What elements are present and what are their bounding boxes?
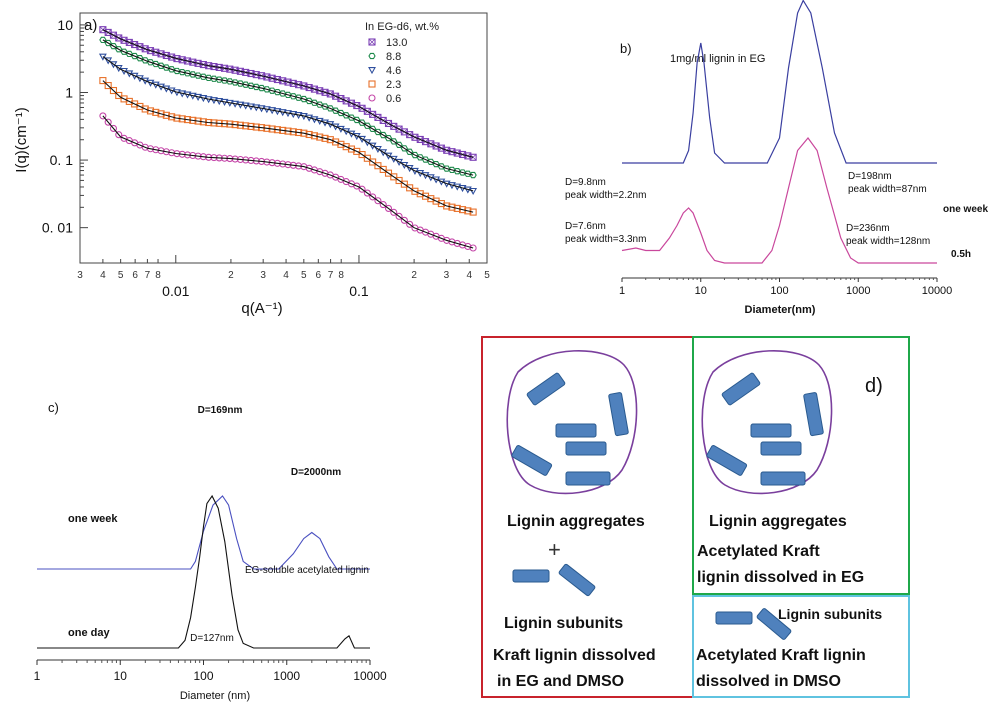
panel-b-xlabel: Diameter(nm) <box>745 304 816 316</box>
panel-a-xlabel: q(A⁻¹) <box>241 300 282 317</box>
panel-d-label: d) <box>865 375 883 397</box>
annotation-b-4a: D=236nm <box>846 223 890 234</box>
x-tick-label: 10000 <box>922 285 953 297</box>
legend-marker <box>369 68 375 73</box>
legend-title: In EG-d6, wt.% <box>365 21 439 33</box>
series-line-one-week <box>622 1 937 164</box>
x-minor-tick-label: 3 <box>260 270 266 281</box>
legend-marker <box>369 39 375 45</box>
legend-label: 0.6 <box>386 93 401 105</box>
data-point <box>470 188 476 193</box>
legend-marker <box>369 81 375 87</box>
series-label-c-one-day: one day <box>68 627 110 639</box>
x-minor-tick-label: 5 <box>301 270 307 281</box>
annotation-b-3a: D=7.6nm <box>565 221 606 232</box>
series-label-b-one-week: one week <box>943 204 988 215</box>
panel-c-xlabel: Diameter (nm) <box>180 690 250 702</box>
y-tick-label: 0. 1 <box>50 152 74 168</box>
legend-marker <box>369 95 375 101</box>
series-label-b-0-5h: 0.5h <box>951 249 971 260</box>
x-tick-label: 10000 <box>353 669 387 683</box>
x-minor-tick-label: 4 <box>100 270 106 281</box>
x-major-tick-label: 0.1 <box>349 283 369 299</box>
caption-left-line2: in EG and DMSO <box>497 673 624 690</box>
plus-sign: + <box>548 537 561 562</box>
annotation-b-4b: peak width=128nm <box>846 236 930 247</box>
x-minor-tick-label: 8 <box>155 270 161 281</box>
aggregates-label-right: Lignin aggregates <box>709 513 847 530</box>
x-minor-tick-label: 4 <box>466 270 472 281</box>
annotation-b-2a: D=198nm <box>848 171 892 182</box>
legend-label: 13.0 <box>386 37 407 49</box>
panel-c: c) 1 10 100 1000 10000 Diameter (nm) D=169nm… <box>34 400 387 702</box>
panel-a-frame <box>80 13 487 263</box>
caption-right-top-line2: lignin dissolved in EG <box>697 569 864 586</box>
x-minor-tick-label: 2 <box>411 270 417 281</box>
x-minor-tick-label: 7 <box>145 270 151 281</box>
subunits-label-left: Lignin subunits <box>504 615 623 632</box>
y-tick-label: 1 <box>65 84 73 100</box>
x-minor-tick-label: 3 <box>444 270 450 281</box>
y-tick-label: 10 <box>57 17 73 33</box>
y-tick-label: 0. 01 <box>42 220 73 236</box>
panel-a-ylabel: I(q)(cm⁻¹) <box>13 107 30 172</box>
annotation-c-eg-soluble: EG-soluble acetylated lignin <box>245 565 369 576</box>
annotation-c-d2000: D=2000nm <box>291 467 341 478</box>
annotation-b-2b: peak width=87nm <box>848 184 927 195</box>
legend-label: 8.8 <box>386 51 401 63</box>
series-line-one-week <box>37 496 370 569</box>
x-tick-label: 100 <box>770 285 788 297</box>
legend-marker <box>369 53 375 58</box>
series-label-c-one-week: one week <box>68 513 118 525</box>
annotation-b-3b: peak width=3.3nm <box>565 234 646 245</box>
caption-right-bottom-line2: dissolved in DMSO <box>696 673 841 690</box>
x-minor-tick-label: 5 <box>484 270 490 281</box>
aggregate-illustration-left <box>507 351 636 494</box>
x-tick-label: 10 <box>695 285 707 297</box>
x-tick-label: 1 <box>34 669 41 683</box>
annotation-c-d169: D=169nm <box>198 405 243 416</box>
annotation-b-1b: peak width=2.2nm <box>565 190 646 201</box>
panel-a-label: a) <box>84 17 97 34</box>
panel-c-label: c) <box>48 400 59 415</box>
x-minor-tick-label: 7 <box>328 270 334 281</box>
x-minor-tick-label: 4 <box>283 270 289 281</box>
subunits-label-right: Lignin subunits <box>778 606 882 622</box>
annotation-c-d127: D=127nm <box>190 633 234 644</box>
panel-b: b) 1mg/ml lignin in EG 1 10 100 1000 10000 D… <box>565 1 988 317</box>
x-tick-label: 1 <box>619 285 625 297</box>
caption-left-line1: Kraft lignin dissolved <box>493 647 656 664</box>
x-tick-label: 1000 <box>846 285 870 297</box>
panel-a-legend: In EG-d6, wt.% 13.0 8.8 4.6 2.3 0.6 <box>365 21 439 105</box>
x-tick-label: 1000 <box>273 669 300 683</box>
x-tick-label: 10 <box>114 669 128 683</box>
x-major-tick-label: 0.01 <box>162 283 189 299</box>
subunits-illustration-left <box>513 564 596 597</box>
aggregate-illustration-right <box>702 351 831 494</box>
panel-d: d) Lignin aggregates + Lignin subunits K… <box>482 337 909 697</box>
aggregates-label-left: Lignin aggregates <box>507 513 645 530</box>
x-minor-tick-label: 8 <box>338 270 344 281</box>
caption-right-bottom-line1: Acetylated Kraft lignin <box>696 647 866 664</box>
caption-right-top-line1: Acetylated Kraft <box>697 543 820 560</box>
panel-b-label: b) <box>620 41 632 56</box>
panel-b-title: 1mg/ml lignin in EG <box>670 53 765 65</box>
x-minor-tick-label: 5 <box>118 270 124 281</box>
legend-label: 4.6 <box>386 65 401 77</box>
x-minor-tick-label: 2 <box>228 270 234 281</box>
x-tick-label: 100 <box>193 669 213 683</box>
fit-line-2-3 <box>103 81 473 213</box>
legend-label: 2.3 <box>386 79 401 91</box>
x-minor-tick-label: 6 <box>316 270 322 281</box>
x-minor-tick-label: 3 <box>77 270 83 281</box>
x-minor-tick-label: 6 <box>132 270 138 281</box>
annotation-b-1a: D=9.8nm <box>565 177 606 188</box>
